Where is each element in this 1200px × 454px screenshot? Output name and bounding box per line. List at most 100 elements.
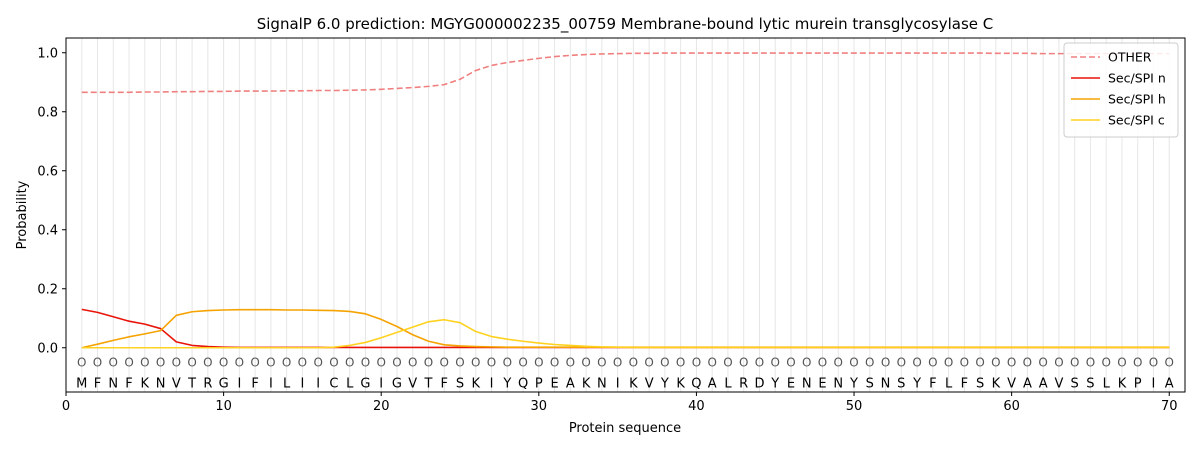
residue-marker: O	[282, 356, 291, 370]
residue-label: L	[724, 377, 732, 392]
residue-label: P	[1134, 377, 1142, 392]
chart-title: SignalP 6.0 prediction: MGYG000002235_00…	[257, 15, 994, 34]
residue-marker: O	[1101, 356, 1110, 370]
residue-label: N	[108, 377, 118, 392]
residue-label: D	[754, 377, 764, 392]
residue-marker: O	[1054, 356, 1063, 370]
residue-marker: O	[392, 356, 401, 370]
series-group	[81, 52, 1170, 349]
residue-marker: O	[235, 356, 244, 370]
y-tick-label: 0.6	[37, 164, 58, 179]
residue-marker: O	[503, 356, 512, 370]
residue-label: I	[1152, 377, 1156, 392]
residue-label: Y	[770, 377, 779, 392]
residue-label: F	[94, 377, 101, 392]
residue-marker: O	[424, 356, 433, 370]
residue-label: K	[582, 377, 591, 392]
residue-marker: O	[187, 356, 196, 370]
residue-label: L	[346, 377, 354, 392]
residue-label: F	[961, 377, 968, 392]
residue-label: T	[187, 377, 196, 392]
residue-marker: O	[692, 356, 701, 370]
residue-marker: O	[109, 356, 118, 370]
residue-label: P	[535, 377, 543, 392]
residue-label: F	[929, 377, 936, 392]
legend-box	[1063, 42, 1179, 138]
x-tick-label: 40	[688, 399, 705, 414]
residue-marker: O	[897, 356, 906, 370]
residue-label: I	[269, 377, 273, 392]
residue-marker: O	[376, 356, 385, 370]
y-tick-label: 0.0	[37, 341, 58, 356]
series-line-sec-spi-h	[81, 308, 1170, 349]
residue-marker: O	[1149, 356, 1158, 370]
residue-marker: O	[329, 356, 338, 370]
residue-label: Q	[691, 377, 701, 392]
series-line-sec-spi-c	[81, 318, 1170, 349]
y-tick-label: 0.4	[37, 223, 58, 238]
residue-marker: O	[944, 356, 953, 370]
residue-label: V	[1054, 377, 1063, 392]
y-axis: 0.0 0.2 0.4 0.6 0.8 1.0	[37, 46, 66, 356]
x-axis: 0 10 20 30 40 50 60 70	[62, 392, 1178, 414]
x-tick-label: 10	[215, 399, 232, 414]
residue-label: V	[1007, 377, 1016, 392]
residue-label: S	[897, 377, 905, 392]
residue-marker: O	[928, 356, 937, 370]
residue-marker: O	[140, 356, 149, 370]
residue-label: E	[818, 377, 826, 392]
residue-marker: O	[975, 356, 984, 370]
y-tick-label: 0.8	[37, 105, 58, 120]
residue-label: K	[472, 377, 481, 392]
residue-marker: O	[960, 356, 969, 370]
residue-label: F	[125, 377, 132, 392]
y-tick-label: 0.2	[37, 282, 58, 297]
residue-label: I	[379, 377, 383, 392]
series-line-sec-spi-n	[81, 308, 1170, 349]
residue-marker: O	[629, 356, 638, 370]
residue-marker: O	[881, 356, 890, 370]
residue-marker: O	[298, 356, 307, 370]
x-tick-label: 0	[62, 399, 70, 414]
x-axis-label: Protein sequence	[569, 421, 681, 436]
residue-label: A	[708, 377, 717, 392]
residue-marker: O	[1038, 356, 1047, 370]
residue-label: K	[141, 377, 150, 392]
residue-marker: O	[755, 356, 764, 370]
residue-label: T	[424, 377, 433, 392]
residue-marker: O	[991, 356, 1000, 370]
y-axis-label: Probability	[15, 180, 30, 249]
residue-label: Y	[502, 377, 511, 392]
legend-entry: Sec/SPI c	[1108, 113, 1165, 128]
residue-label: N	[881, 377, 891, 392]
residue-label: G	[392, 377, 402, 392]
residue-marker: O	[361, 356, 370, 370]
residue-marker: O	[849, 356, 858, 370]
residue-marker: O	[1086, 356, 1095, 370]
residue-marker: O	[156, 356, 165, 370]
residue-label: R	[203, 377, 212, 392]
residue-label: I	[300, 377, 304, 392]
residue-label: S	[976, 377, 984, 392]
residue-label: N	[156, 377, 166, 392]
legend: OTHER Sec/SPI n Sec/SPI h Sec/SPI c	[1063, 42, 1179, 138]
residue-label: L	[1103, 377, 1111, 392]
residue-label: A	[1023, 377, 1032, 392]
residue-label: S	[866, 377, 874, 392]
residue-marker: O	[93, 356, 102, 370]
residue-marker: O	[739, 356, 748, 370]
residue-label: M	[76, 377, 87, 392]
plot-frame	[65, 37, 1186, 393]
x-tick-label: 50	[846, 399, 863, 414]
residue-label: V	[172, 377, 181, 392]
residue-label: A	[566, 377, 575, 392]
residue-label: A	[1165, 377, 1174, 392]
residue-marker: O	[660, 356, 669, 370]
y-tick-label: 1.0	[37, 46, 58, 61]
residue-label: K	[676, 377, 685, 392]
residue-marker: O	[471, 356, 480, 370]
residue-marker: O	[723, 356, 732, 370]
residue-marker: O	[203, 356, 212, 370]
residue-label: N	[833, 377, 843, 392]
